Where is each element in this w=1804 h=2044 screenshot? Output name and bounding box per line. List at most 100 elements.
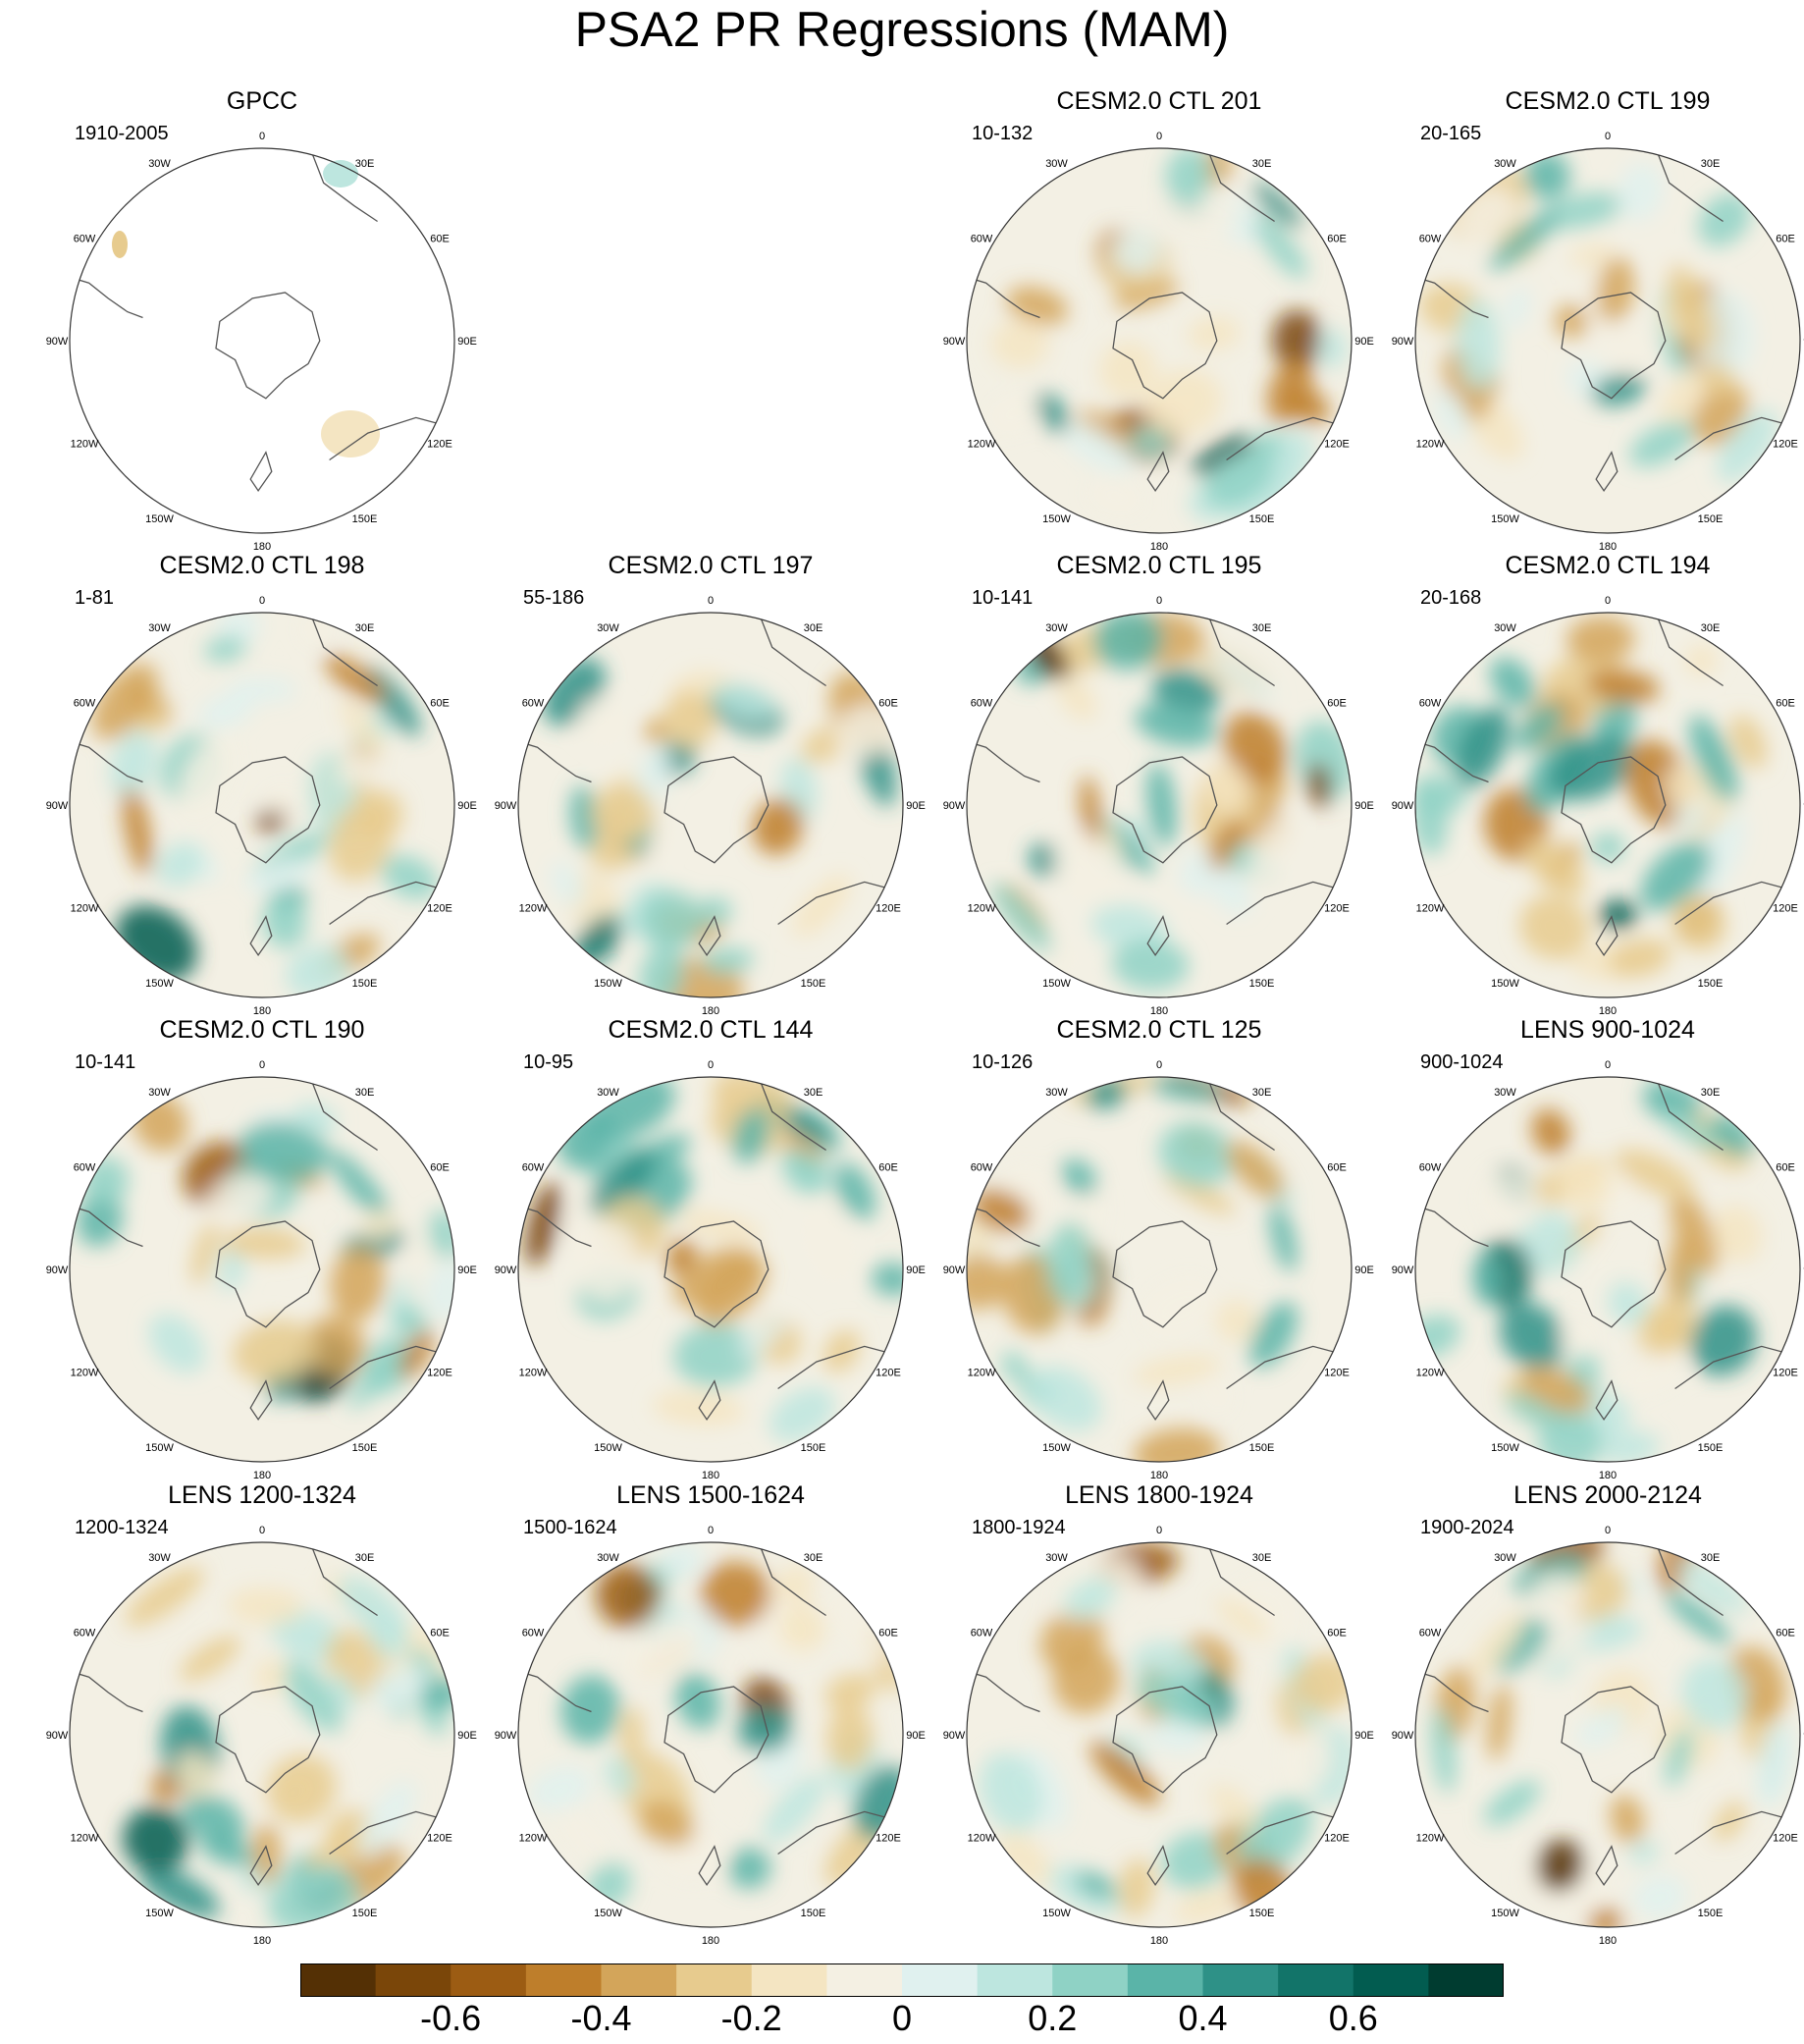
regression-anomaly xyxy=(1487,1684,1512,1761)
colorbar-swatch xyxy=(1202,1963,1279,1997)
longitude-label: 150E xyxy=(1249,513,1275,525)
regression-anomaly xyxy=(232,1319,319,1383)
regression-anomaly xyxy=(1685,644,1718,677)
map-disc xyxy=(70,148,454,533)
regression-anomaly xyxy=(254,1658,288,1694)
regression-anomaly xyxy=(833,1162,876,1220)
map-border xyxy=(1414,1076,1801,1463)
longitude-label: 30W xyxy=(1045,1552,1068,1564)
regression-anomaly xyxy=(1514,1210,1580,1275)
coastline xyxy=(967,1670,1040,1713)
longitude-label: 0 xyxy=(1156,1059,1162,1071)
longitude-label: 30E xyxy=(804,622,823,634)
coastline xyxy=(249,1379,273,1422)
map-border xyxy=(517,1076,904,1463)
coastline xyxy=(329,1810,446,1856)
longitude-label: 90E xyxy=(457,1730,477,1742)
regression-anomaly xyxy=(696,896,733,926)
coastline xyxy=(1206,1542,1275,1617)
longitude-label: 90E xyxy=(906,1264,926,1276)
regression-anomaly xyxy=(595,1563,660,1629)
map-border xyxy=(69,1541,455,1928)
longitude-label: 150W xyxy=(145,978,174,990)
regression-anomaly xyxy=(1089,1741,1160,1805)
regression-anomaly xyxy=(175,1751,216,1797)
longitude-label: 60W xyxy=(1419,1162,1442,1174)
regression-anomaly xyxy=(1640,840,1712,911)
regression-anomaly xyxy=(1158,1121,1235,1187)
longitude-label: 120W xyxy=(71,903,99,915)
regression-anomaly xyxy=(1457,298,1501,392)
regression-anomaly xyxy=(1558,1154,1612,1211)
regression-anomaly xyxy=(577,698,626,745)
longitude-label: 60E xyxy=(878,698,898,710)
longitude-label: 120E xyxy=(1324,1833,1350,1845)
coastline xyxy=(758,1077,826,1152)
coastline xyxy=(758,613,826,687)
regression-anomaly xyxy=(264,785,298,816)
map-panel: LENS 2000-21241900-2024030E60E90E120E150… xyxy=(1383,1480,1804,1946)
longitude-label: 30W xyxy=(148,622,171,634)
regression-anomaly xyxy=(1205,764,1249,812)
regression-anomaly xyxy=(125,1567,204,1627)
longitude-label: 120W xyxy=(968,903,996,915)
longitude-label: 150E xyxy=(1249,1908,1275,1919)
regression-anomaly xyxy=(394,1306,427,1335)
colorbar-swatch xyxy=(1353,1963,1429,1997)
longitude-label: 150W xyxy=(594,1908,622,1919)
regression-anomaly xyxy=(1717,409,1777,483)
regression-anomaly xyxy=(1146,763,1177,847)
regression-anomaly xyxy=(1144,1721,1207,1753)
longitude-label: 120E xyxy=(427,903,452,915)
longitude-label: 30W xyxy=(1494,158,1516,170)
regression-anomaly xyxy=(425,1262,454,1320)
longitude-label: 0 xyxy=(259,595,265,607)
regression-anomaly xyxy=(1548,736,1635,801)
longitude-label: 120E xyxy=(875,1368,901,1379)
coastline xyxy=(1674,416,1791,461)
longitude-label: 120W xyxy=(1416,903,1445,915)
coastline xyxy=(698,1379,721,1422)
coastline xyxy=(967,1205,1040,1248)
longitude-label: 0 xyxy=(1605,1525,1611,1536)
regression-anomaly xyxy=(792,874,851,938)
longitude-label: 120E xyxy=(1773,1368,1798,1379)
regression-anomaly xyxy=(1431,1707,1457,1794)
longitude-label: 60E xyxy=(1327,698,1347,710)
regression-anomaly xyxy=(1133,1354,1222,1386)
longitude-label: 90W xyxy=(495,1264,517,1276)
regression-anomaly xyxy=(1664,764,1705,808)
regression-anomaly xyxy=(1046,1220,1091,1303)
map-panel: CESM2.0 CTL 19420-168030E60E90E120E150E1… xyxy=(1383,551,1804,1016)
regression-anomaly xyxy=(330,1672,358,1712)
regression-anomaly xyxy=(357,1780,416,1857)
regression-anomaly xyxy=(1628,421,1694,467)
coastline xyxy=(329,416,446,461)
colorbar-tick-label: 0.6 xyxy=(1328,1998,1378,2038)
longitude-label: 150E xyxy=(1698,513,1724,525)
coastline xyxy=(518,740,592,783)
panel-period: 1910-2005 xyxy=(75,123,169,144)
regression-anomaly xyxy=(1606,325,1652,373)
regression-anomaly xyxy=(738,1318,786,1357)
regression-anomaly xyxy=(1118,1858,1155,1918)
coastline xyxy=(1226,1345,1343,1390)
longitude-label: 60E xyxy=(1776,1628,1795,1640)
regression-anomaly xyxy=(1225,1141,1285,1199)
regression-anomaly xyxy=(1756,1719,1794,1809)
longitude-label: 120E xyxy=(1324,439,1350,451)
longitude-label: 60E xyxy=(878,1162,898,1174)
regression-anomaly xyxy=(1246,813,1294,898)
longitude-label: 60E xyxy=(430,1162,450,1174)
map-panel: GPCC 1910-2005 0 30E 60E 90E 120E 150E 180 150W 12… xyxy=(37,86,487,552)
longitude-label: 30W xyxy=(148,1552,171,1564)
regression-anomaly xyxy=(1587,1908,1624,1927)
regression-anomaly xyxy=(1080,775,1102,852)
longitude-label: 180 xyxy=(1150,1470,1168,1480)
longitude-label: 150E xyxy=(1698,978,1724,990)
colorbar-tick-label: -0.4 xyxy=(570,1998,632,2038)
regression-anomaly xyxy=(1456,706,1511,788)
regression-anomaly xyxy=(1663,1110,1721,1150)
